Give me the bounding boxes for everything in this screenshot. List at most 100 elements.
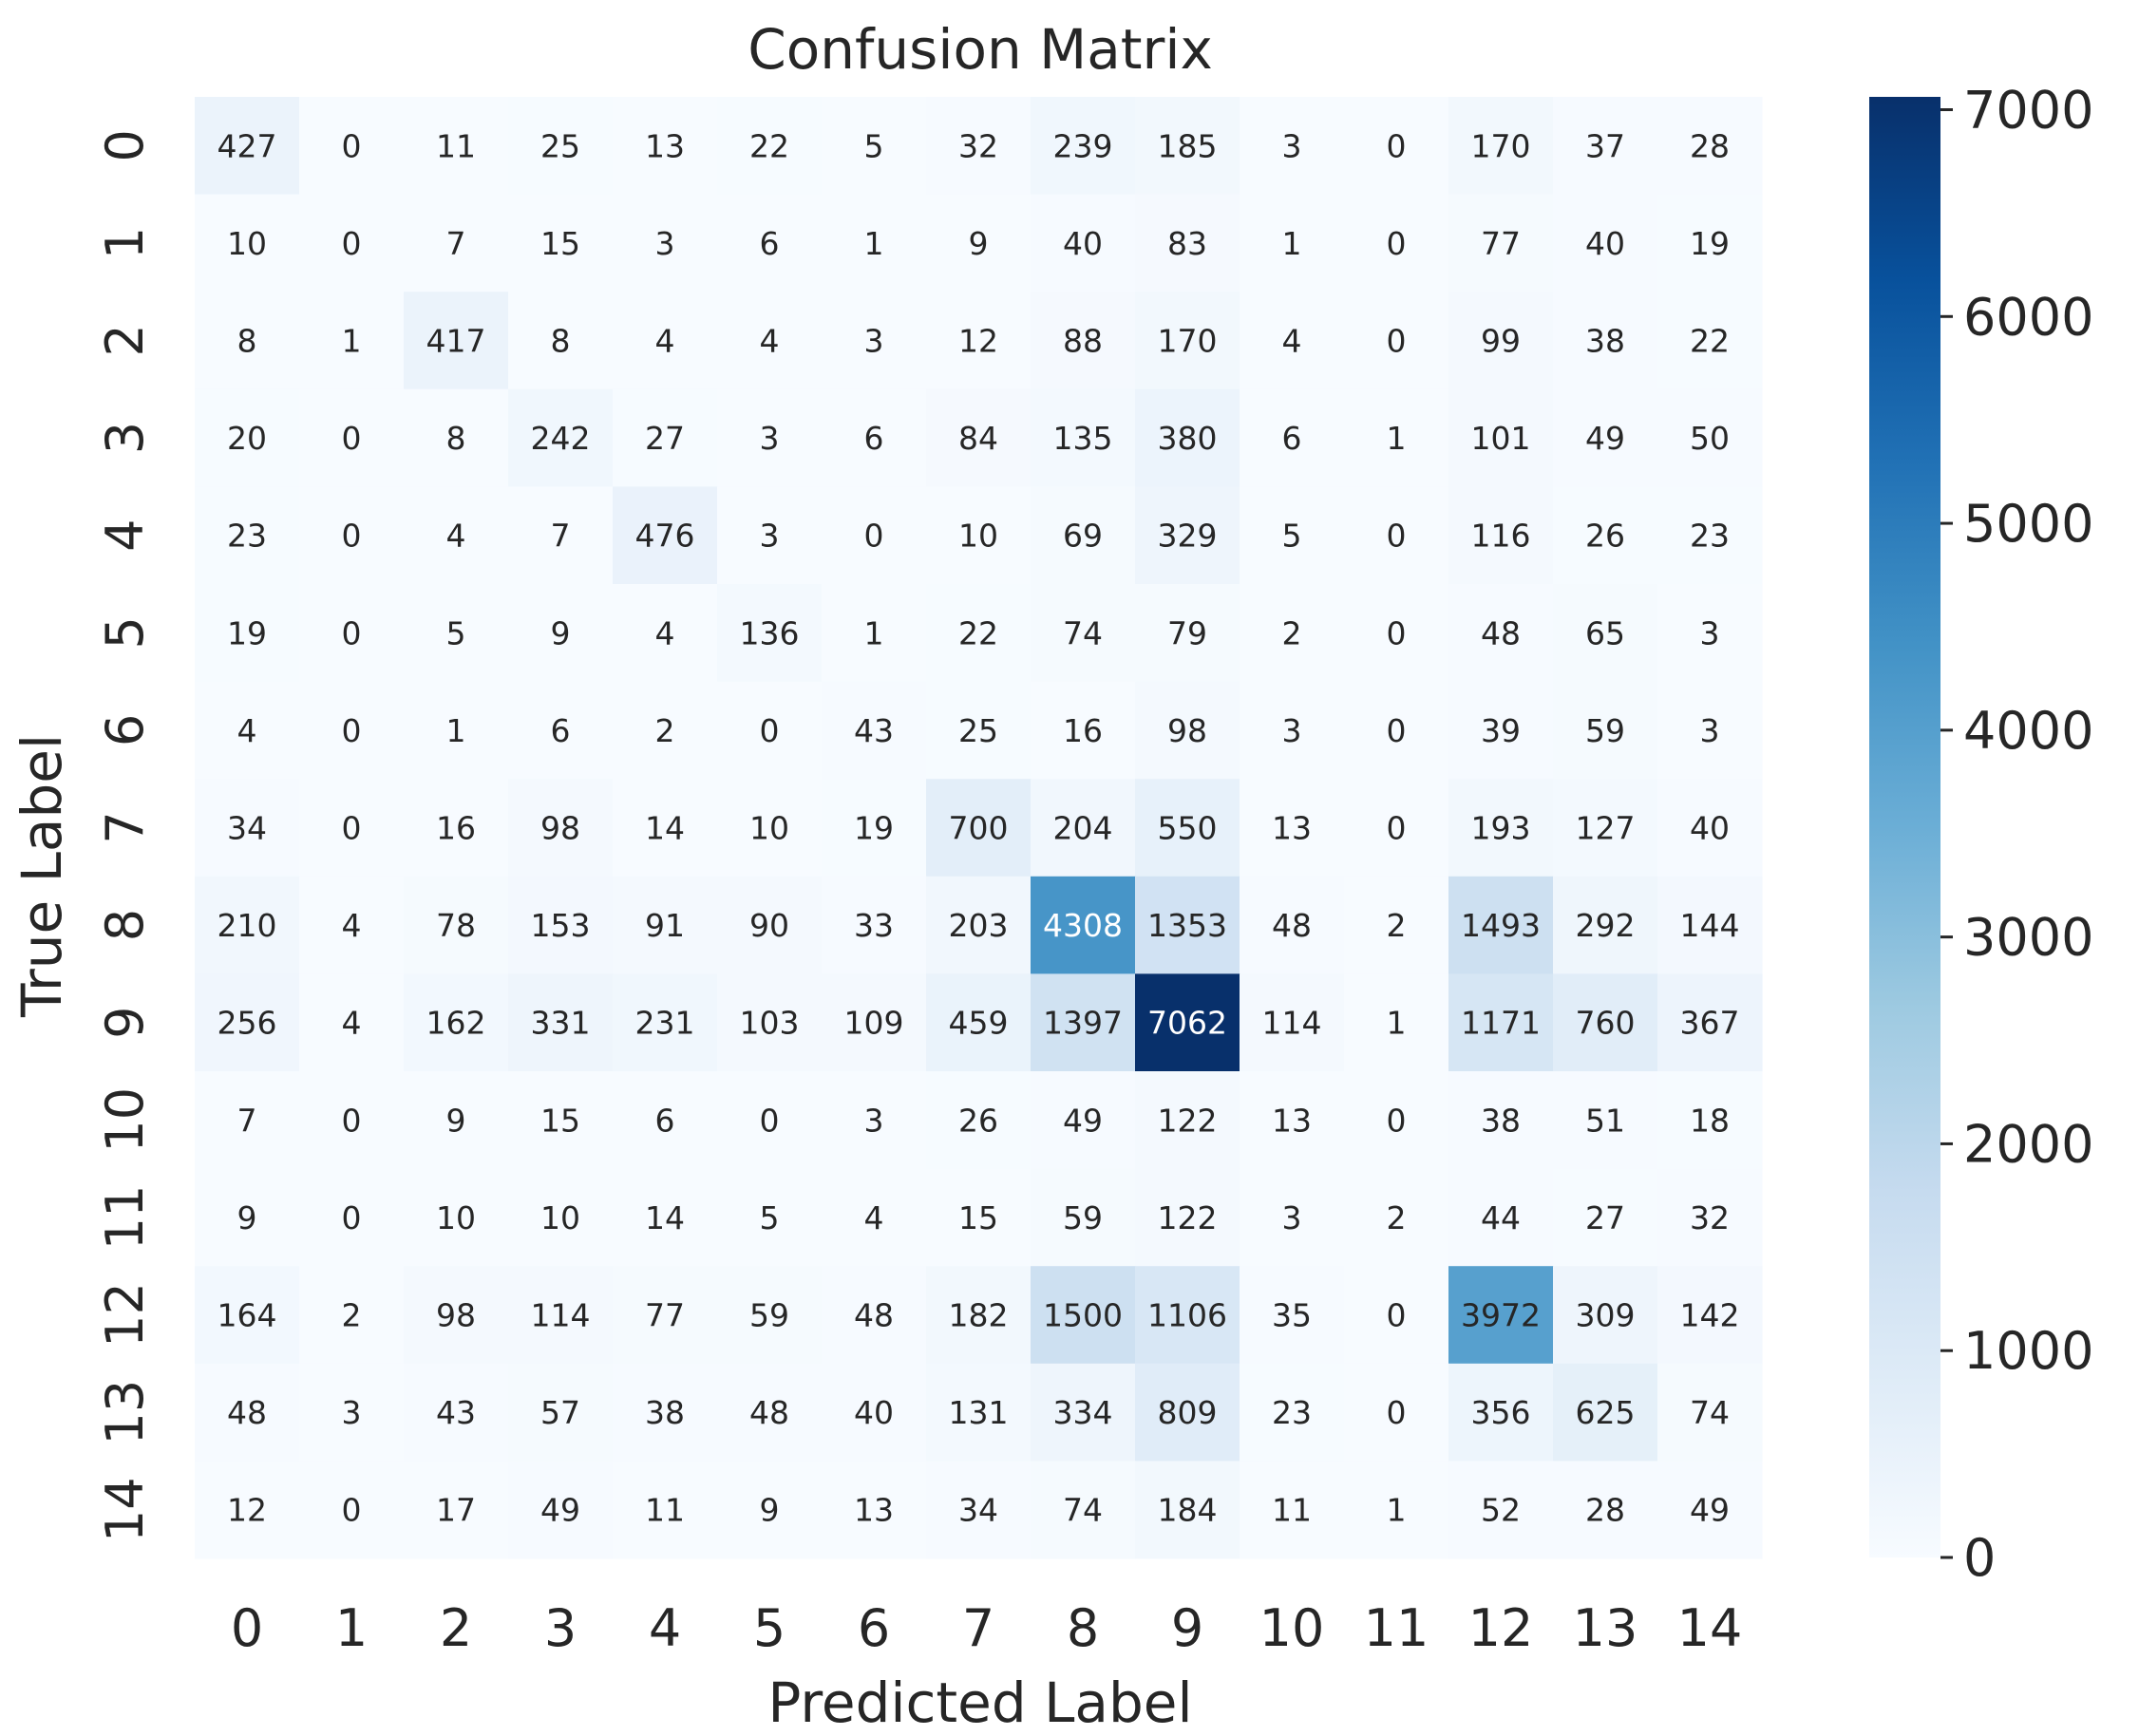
heatmap-cell-label: 11 [645, 1492, 685, 1529]
heatmap-cell [299, 1266, 405, 1365]
heatmap-cell [1657, 1168, 1763, 1267]
heatmap-cell-label: 162 [426, 1005, 486, 1042]
heatmap-cell-label: 4308 [1043, 907, 1123, 944]
heatmap-cell [1448, 876, 1554, 974]
heatmap-cell [1448, 1071, 1554, 1170]
heatmap-cell-label: 0 [342, 1492, 362, 1529]
heatmap-cell [195, 1071, 300, 1170]
heatmap-cell-label: 22 [1690, 323, 1730, 360]
heatmap-cell [1240, 1071, 1345, 1170]
heatmap-cell-label: 35 [1272, 1297, 1312, 1334]
heatmap-cell [1657, 1461, 1763, 1559]
heatmap-cell [1135, 1168, 1240, 1267]
heatmap-cell-label: 49 [1063, 1102, 1103, 1139]
heatmap-cell [299, 1071, 405, 1170]
heatmap-cell [195, 388, 300, 487]
heatmap-cell-label: 3 [342, 1394, 362, 1431]
heatmap-cell [822, 97, 927, 196]
heatmap-cell-label: 19 [1690, 225, 1730, 262]
heatmap-cell-label: 1106 [1147, 1297, 1227, 1334]
heatmap-cell-label: 98 [436, 1297, 476, 1334]
heatmap-cell [613, 1266, 718, 1365]
heatmap-cell-label: 79 [1167, 614, 1207, 651]
heatmap-cell [1657, 1363, 1763, 1462]
heatmap-cell-label: 13 [645, 127, 685, 164]
heatmap-cell [926, 97, 1032, 196]
heatmap-cell-label: 48 [227, 1394, 267, 1431]
heatmap-cell [1240, 194, 1345, 292]
heatmap-cell-label: 3 [1282, 712, 1302, 749]
heatmap-cell [299, 1363, 405, 1462]
heatmap-cell-label: 164 [218, 1297, 277, 1334]
heatmap-cell [926, 292, 1032, 390]
heatmap-cell [717, 388, 823, 487]
heatmap-cell-label: 1171 [1461, 1005, 1541, 1042]
heatmap-cell-label: 204 [1053, 810, 1113, 847]
heatmap-cell-label: 9 [760, 1492, 780, 1529]
heatmap-cell [1448, 292, 1554, 390]
heatmap-cell [404, 1168, 509, 1267]
heatmap-cell-label: 59 [1063, 1199, 1103, 1236]
heatmap-cell [1657, 779, 1763, 877]
heatmap-cell [1135, 292, 1240, 390]
heatmap-cell [822, 876, 927, 974]
heatmap-cell [1553, 1168, 1658, 1267]
heatmap-cell [1031, 1266, 1136, 1365]
heatmap-cell [926, 1071, 1032, 1170]
heatmap-cell-label: 185 [1158, 127, 1218, 164]
heatmap-cell-label: 40 [1690, 810, 1730, 847]
heatmap-cell-label: 1 [342, 323, 362, 360]
heatmap-cell [822, 292, 927, 390]
heatmap-cell [1031, 1363, 1136, 1462]
heatmap-cell [1657, 388, 1763, 487]
x-tick-label: 8 [1067, 1598, 1099, 1658]
heatmap-cell [613, 1168, 718, 1267]
heatmap-cell [717, 973, 823, 1072]
heatmap-cell-label: 625 [1576, 1394, 1636, 1431]
heatmap-cell-label: 51 [1585, 1102, 1625, 1139]
heatmap-cell [1553, 1363, 1658, 1462]
heatmap-cell [1657, 973, 1763, 1072]
heatmap-cell-label: 52 [1481, 1492, 1521, 1529]
heatmap-cell-label: 0 [760, 712, 780, 749]
heatmap-cell-label: 15 [958, 1199, 998, 1236]
heatmap-cell-label: 331 [531, 1005, 591, 1042]
heatmap-cell [822, 194, 927, 292]
heatmap-cell [1240, 973, 1345, 1072]
heatmap-cell [926, 1461, 1032, 1559]
heatmap-cell-label: 27 [645, 420, 685, 457]
heatmap-cell [1135, 973, 1240, 1072]
heatmap-cell [195, 1266, 300, 1365]
heatmap-cell-label: 0 [1387, 810, 1407, 847]
heatmap-cell [1448, 779, 1554, 877]
heatmap-cell-label: 0 [342, 518, 362, 555]
heatmap-cell [299, 779, 405, 877]
heatmap-cell-label: 0 [760, 1102, 780, 1139]
colorbar-tick-label: 1000 [1963, 1321, 2093, 1381]
heatmap-cell [1553, 1266, 1658, 1365]
heatmap-cell [1657, 486, 1763, 585]
heatmap-cell [1240, 1461, 1345, 1559]
heatmap-cell [1553, 584, 1658, 683]
heatmap-cell-label: 550 [1158, 810, 1218, 847]
heatmap-cell [1553, 681, 1658, 780]
colorbar-tick-label: 0 [1963, 1528, 1996, 1588]
heatmap-cell [717, 292, 823, 390]
heatmap-cell [1344, 388, 1449, 487]
heatmap-cell [1031, 97, 1136, 196]
heatmap-cell [1240, 388, 1345, 487]
heatmap-cell [613, 973, 718, 1072]
heatmap-cell [822, 779, 927, 877]
heatmap-cell-label: 103 [740, 1005, 800, 1042]
heatmap-cell [1657, 1071, 1763, 1170]
heatmap-cell-label: 74 [1063, 1492, 1103, 1529]
heatmap-cell-label: 49 [540, 1492, 580, 1529]
heatmap-cell-label: 292 [1576, 907, 1636, 944]
heatmap-cell-label: 48 [1481, 614, 1521, 651]
heatmap-cell-label: 1 [1387, 1492, 1407, 1529]
heatmap-cell [1553, 1071, 1658, 1170]
heatmap-cell-label: 760 [1576, 1005, 1636, 1042]
chart-title: Confusion Matrix [748, 17, 1213, 82]
heatmap-cell-label: 15 [540, 1102, 580, 1139]
heatmap-cell [1344, 97, 1449, 196]
